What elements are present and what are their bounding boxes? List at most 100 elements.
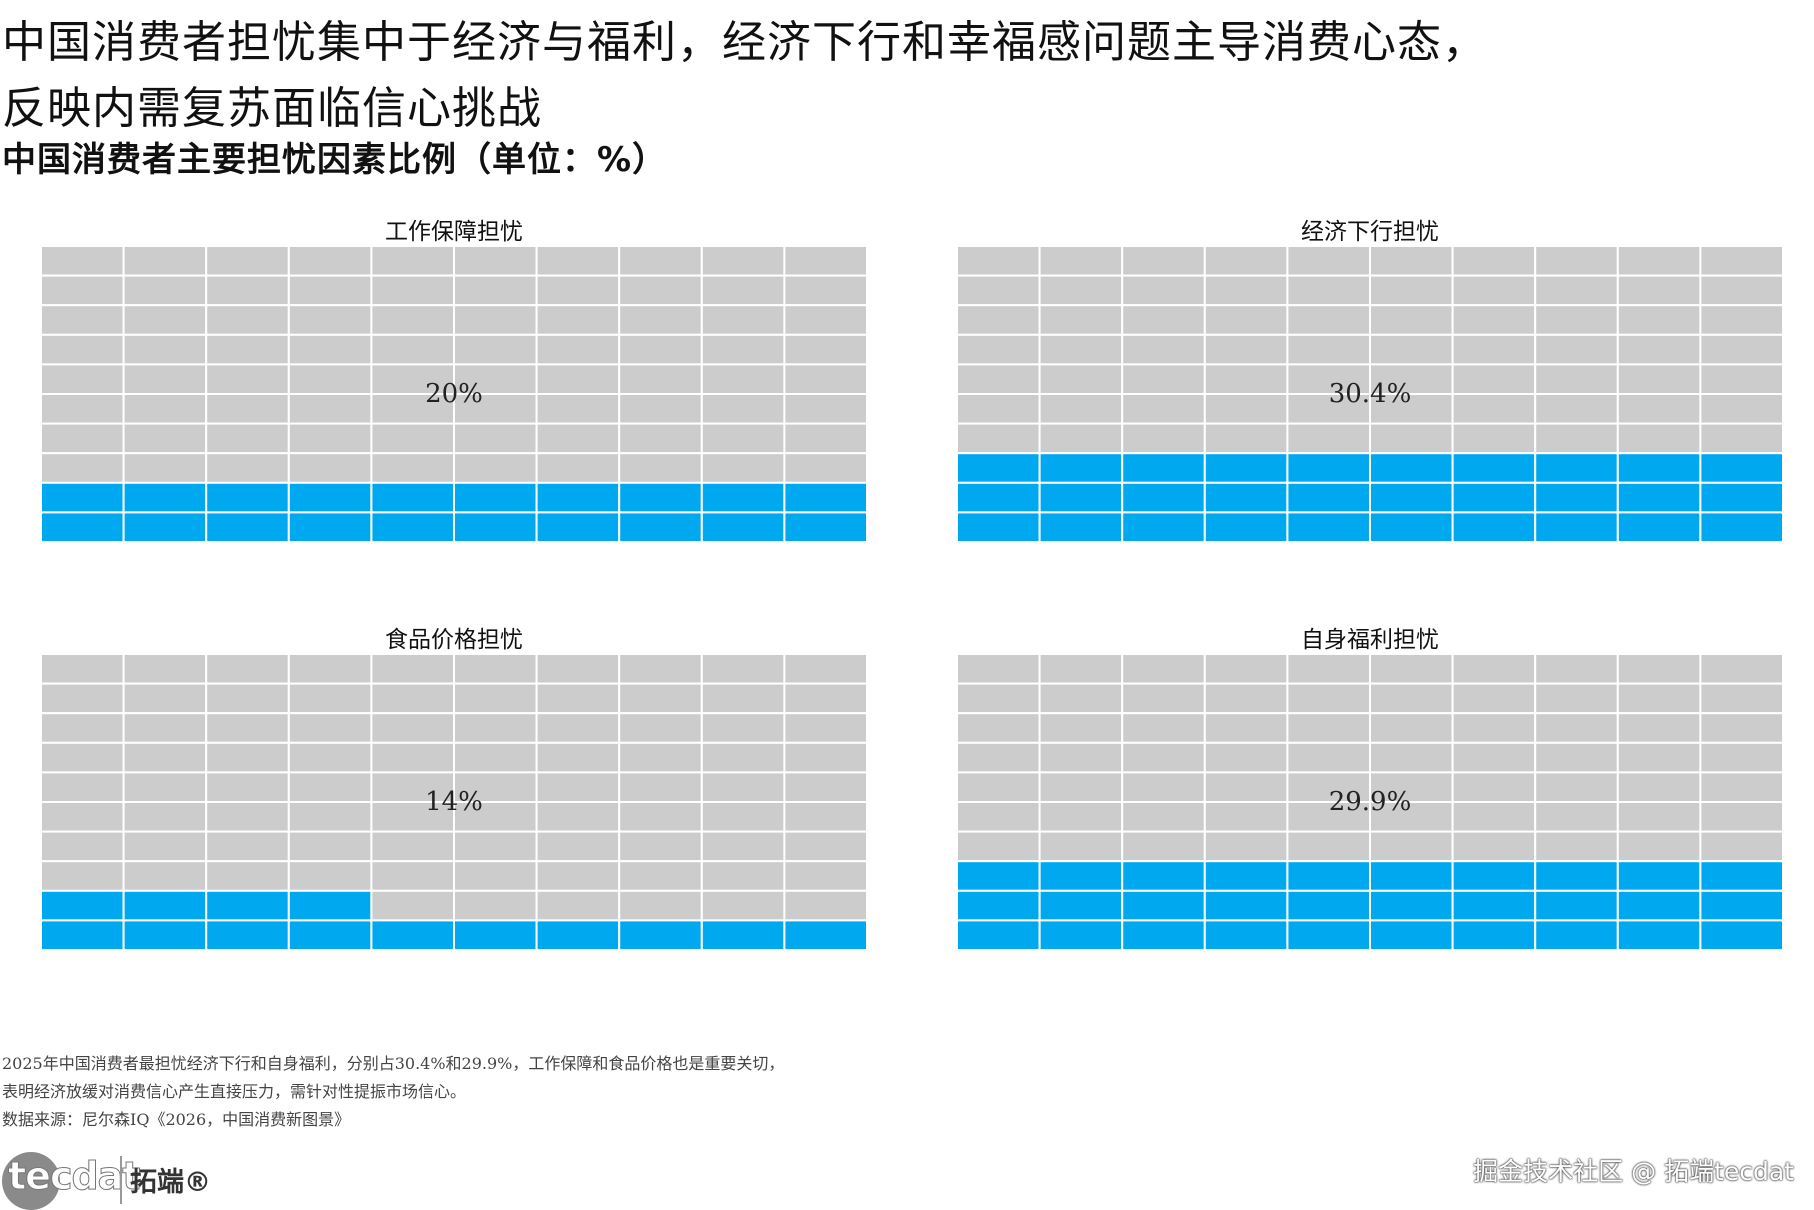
waffle-cell-empty: [1534, 712, 1619, 744]
watermark: 掘金技术社区 @ 拓端tecdat: [1473, 1157, 1794, 1186]
waffle-cell-empty: [1369, 274, 1454, 307]
waffle-cell-empty: [1121, 274, 1206, 307]
waffle-cell-empty: [618, 654, 703, 685]
waffle-cell-filled: [41, 481, 125, 514]
waffle-cell-empty: [1038, 801, 1124, 833]
waffle-cell-empty: [205, 274, 290, 307]
waffle-cell-filled: [1534, 481, 1619, 514]
waffle-cell-filled: [1369, 919, 1454, 950]
waffle-cell-filled: [1451, 452, 1537, 484]
chart-subtitle: 中国消费者主要担忧因素比例（单位：%）: [2, 140, 668, 180]
waffle-cell-empty: [957, 274, 1041, 307]
waffle-cell-empty: [1451, 363, 1537, 396]
waffle-cell-filled: [1203, 481, 1289, 514]
waffle-cell-empty: [287, 801, 373, 833]
waffle-cell-empty: [1203, 830, 1289, 863]
waffle-cell-empty: [618, 801, 703, 833]
waffle-cell-empty: [1286, 246, 1371, 277]
waffle-cell-empty: [1121, 393, 1206, 425]
waffle-cell-empty: [618, 363, 703, 396]
waffle-cell-empty: [1121, 830, 1206, 863]
panel-title: 自身福利担忧: [1301, 627, 1439, 653]
waffle-cell-filled: [1699, 452, 1783, 484]
waffle-cell-empty: [453, 682, 538, 715]
waffle-cell-empty: [535, 771, 621, 804]
chart-title-line-2: 反映内需复苏面临信心挑战: [2, 83, 542, 134]
waffle-cell-empty: [1121, 422, 1206, 455]
waffle-cell-empty: [41, 393, 125, 425]
waffle-cell-empty: [957, 422, 1041, 455]
waffle-cell-filled: [957, 889, 1041, 922]
waffle-cell-filled: [1203, 511, 1289, 542]
waffle-cell-empty: [370, 274, 455, 307]
waffle-cell-filled: [957, 919, 1041, 950]
waffle-cell-empty: [618, 246, 703, 277]
waffle-cell-empty: [205, 363, 290, 396]
waffle-cell-empty: [287, 860, 373, 892]
waffle-cell-empty: [205, 801, 290, 833]
waffle-cell-filled: [122, 889, 208, 922]
waffle-cell-empty: [783, 452, 867, 484]
waffle-cell-empty: [1121, 333, 1206, 366]
waffle-cell-empty: [618, 771, 703, 804]
waffle-cell-empty: [370, 830, 455, 863]
waffle-cell-empty: [41, 682, 125, 715]
waffle-cell-empty: [1616, 712, 1702, 744]
waffle-cell-empty: [122, 452, 208, 484]
waffle-value-label: 14%: [425, 787, 483, 817]
waffle-cell-empty: [1369, 304, 1454, 336]
waffle-cell-empty: [205, 246, 290, 277]
waffle-cell-filled: [783, 511, 867, 542]
waffle-cell-empty: [1451, 274, 1537, 307]
waffle-cell-filled: [1121, 919, 1206, 950]
waffle-cell-empty: [1451, 393, 1537, 425]
waffle-cell-empty: [700, 422, 786, 455]
waffle-cell-filled: [122, 481, 208, 514]
logo-divider: [120, 1156, 122, 1204]
waffle-cell-empty: [1534, 801, 1619, 833]
waffle-cell-empty: [700, 274, 786, 307]
waffle-cell-empty: [122, 741, 208, 774]
waffle-cell-filled: [957, 481, 1041, 514]
waffle-cell-empty: [957, 771, 1041, 804]
waffle-cell-empty: [700, 654, 786, 685]
waffle-cell-empty: [122, 363, 208, 396]
waffle-cell-empty: [618, 422, 703, 455]
waffle-cell-empty: [783, 682, 867, 715]
waffle-chart: 20%: [41, 246, 867, 542]
waffle-cell-empty: [453, 771, 538, 804]
waffle-cell-filled: [1616, 511, 1702, 542]
waffle-cell-filled: [1286, 889, 1371, 922]
waffle-cell-empty: [1286, 801, 1371, 833]
waffle-cell-filled: [957, 511, 1041, 542]
waffle-cell-filled: [1534, 452, 1619, 484]
waffle-cell-empty: [535, 889, 621, 922]
waffle-cell-empty: [1616, 333, 1702, 366]
waffle-cell-filled: [1286, 452, 1371, 484]
waffle-cell-filled: [1038, 452, 1124, 484]
waffle-cell-empty: [700, 889, 786, 922]
waffle-cell-empty: [618, 452, 703, 484]
waffle-cell-empty: [1451, 830, 1537, 863]
waffle-cell-empty: [1534, 246, 1619, 277]
waffle-cell-empty: [1038, 712, 1124, 744]
chart-title-line-1: 中国消费者担忧集中于经济与福利，经济下行和幸福感问题主导消费心态，: [2, 17, 1487, 68]
waffle-cell-empty: [205, 682, 290, 715]
waffle-cell-empty: [618, 274, 703, 307]
waffle-cell-filled: [1369, 452, 1454, 484]
waffle-cell-empty: [205, 452, 290, 484]
waffle-cell-empty: [1121, 682, 1206, 715]
waffle-cell-empty: [618, 333, 703, 366]
waffle-cell-empty: [618, 889, 703, 922]
waffle-cell-empty: [1203, 654, 1289, 685]
waffle-cell-empty: [287, 682, 373, 715]
waffle-cell-empty: [41, 771, 125, 804]
waffle-cell-empty: [1121, 771, 1206, 804]
waffle-cell-empty: [783, 333, 867, 366]
waffle-cell-empty: [1369, 393, 1454, 425]
waffle-cell-empty: [1616, 304, 1702, 336]
waffle-cell-empty: [783, 801, 867, 833]
waffle-cell-empty: [1286, 422, 1371, 455]
waffle-cell-empty: [1616, 682, 1702, 715]
waffle-cell-filled: [1451, 889, 1537, 922]
